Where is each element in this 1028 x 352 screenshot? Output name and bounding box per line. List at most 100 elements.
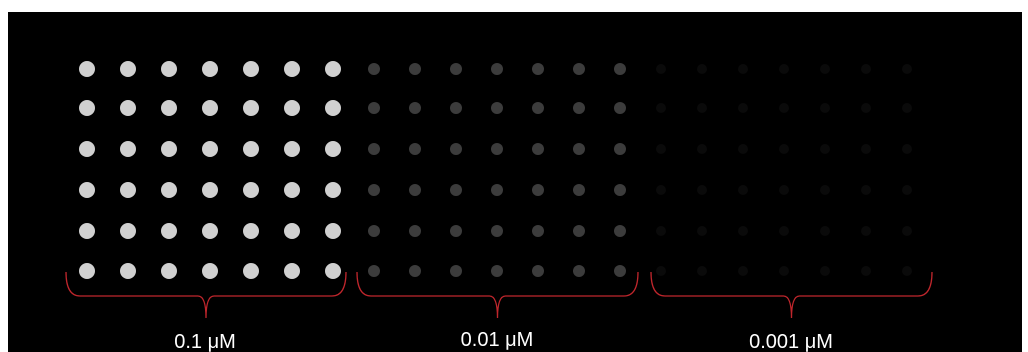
spot bbox=[738, 64, 748, 74]
spot bbox=[120, 182, 136, 198]
spot bbox=[202, 182, 218, 198]
spot bbox=[120, 263, 136, 279]
spot bbox=[491, 184, 503, 196]
spot bbox=[450, 184, 462, 196]
spot bbox=[697, 103, 707, 113]
spot bbox=[284, 223, 300, 239]
spot bbox=[368, 265, 380, 277]
spot bbox=[614, 63, 626, 75]
spot bbox=[820, 144, 830, 154]
spot bbox=[325, 61, 341, 77]
spot bbox=[697, 64, 707, 74]
spot bbox=[161, 100, 177, 116]
spot bbox=[450, 63, 462, 75]
spot bbox=[738, 226, 748, 236]
spot bbox=[284, 182, 300, 198]
spot bbox=[409, 184, 421, 196]
spot bbox=[902, 266, 912, 276]
spot bbox=[491, 225, 503, 237]
spot bbox=[409, 102, 421, 114]
spot bbox=[861, 64, 871, 74]
spot bbox=[368, 143, 380, 155]
spot bbox=[820, 226, 830, 236]
spot bbox=[120, 141, 136, 157]
spot bbox=[79, 100, 95, 116]
spot bbox=[161, 263, 177, 279]
spot bbox=[902, 226, 912, 236]
spot bbox=[409, 143, 421, 155]
spot bbox=[532, 225, 544, 237]
spot bbox=[532, 265, 544, 277]
spot bbox=[697, 144, 707, 154]
spot bbox=[243, 141, 259, 157]
spot bbox=[368, 225, 380, 237]
spot bbox=[861, 266, 871, 276]
spot bbox=[779, 144, 789, 154]
spot bbox=[902, 103, 912, 113]
spot bbox=[409, 225, 421, 237]
spot bbox=[573, 265, 585, 277]
spot bbox=[243, 100, 259, 116]
spot bbox=[79, 61, 95, 77]
page: 0.1 μM 0.01 μM 0.001 μM (() => { const d… bbox=[0, 0, 1028, 352]
spot bbox=[861, 226, 871, 236]
spot bbox=[325, 141, 341, 157]
spot bbox=[491, 265, 503, 277]
concentration-label: 0.001 μM bbox=[749, 331, 833, 352]
spot bbox=[697, 185, 707, 195]
spot bbox=[161, 182, 177, 198]
spot bbox=[820, 64, 830, 74]
spot bbox=[573, 184, 585, 196]
spot bbox=[368, 184, 380, 196]
spot bbox=[656, 266, 666, 276]
spot bbox=[450, 225, 462, 237]
spot bbox=[202, 61, 218, 77]
spot bbox=[409, 265, 421, 277]
spot bbox=[161, 223, 177, 239]
spot bbox=[284, 141, 300, 157]
spot bbox=[79, 182, 95, 198]
spot bbox=[656, 185, 666, 195]
spot bbox=[79, 141, 95, 157]
spot bbox=[243, 263, 259, 279]
spot bbox=[902, 144, 912, 154]
spot bbox=[779, 185, 789, 195]
spot bbox=[532, 143, 544, 155]
spot bbox=[325, 263, 341, 279]
spot bbox=[120, 61, 136, 77]
spot bbox=[738, 103, 748, 113]
concentration-label: 0.1 μM bbox=[174, 331, 236, 352]
spot bbox=[243, 182, 259, 198]
spot bbox=[120, 223, 136, 239]
spot bbox=[820, 185, 830, 195]
spot bbox=[161, 61, 177, 77]
spot bbox=[820, 266, 830, 276]
spot bbox=[861, 103, 871, 113]
spot bbox=[243, 61, 259, 77]
spot bbox=[325, 182, 341, 198]
spot bbox=[820, 103, 830, 113]
spot bbox=[491, 143, 503, 155]
spot bbox=[202, 263, 218, 279]
spot bbox=[491, 102, 503, 114]
image-background bbox=[8, 12, 1022, 352]
spot bbox=[284, 263, 300, 279]
spot bbox=[450, 102, 462, 114]
spot bbox=[202, 100, 218, 116]
spot bbox=[779, 64, 789, 74]
spot bbox=[325, 100, 341, 116]
spot bbox=[614, 102, 626, 114]
spot bbox=[861, 144, 871, 154]
spot bbox=[325, 223, 341, 239]
spot bbox=[738, 185, 748, 195]
spot bbox=[614, 143, 626, 155]
spot bbox=[656, 64, 666, 74]
spot bbox=[532, 184, 544, 196]
spot bbox=[902, 64, 912, 74]
spot bbox=[79, 263, 95, 279]
spot bbox=[573, 225, 585, 237]
spot bbox=[738, 266, 748, 276]
spot bbox=[573, 63, 585, 75]
spot bbox=[779, 226, 789, 236]
spot bbox=[697, 266, 707, 276]
